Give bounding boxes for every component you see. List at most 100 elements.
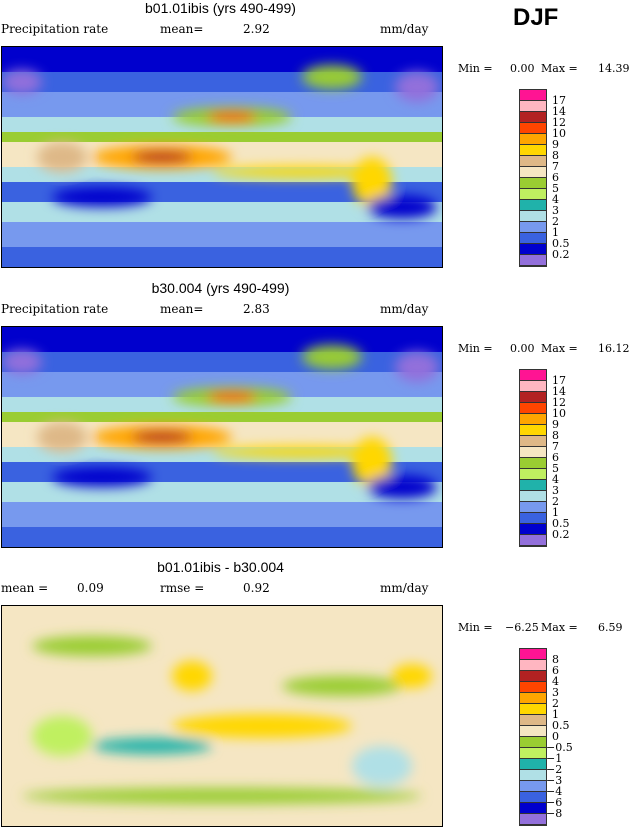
stat-value: 2.83 [243, 302, 270, 316]
colorbar-label: 7 [552, 160, 559, 173]
colorbar-swatch [520, 693, 546, 704]
colorbar-swatch [520, 535, 546, 546]
colorbar-label: −4 [546, 785, 563, 798]
colorbar-label: 6 [552, 171, 559, 184]
colorbar-swatch [520, 814, 546, 825]
colorbar-label: 0.5 [552, 237, 570, 250]
colorbar-swatch [520, 480, 546, 491]
colorbar-swatch [520, 726, 546, 737]
colorbar-label: 0.2 [552, 248, 570, 261]
min-label: Min = [458, 62, 493, 75]
colorbar-swatch [520, 211, 546, 222]
colorbar-label: 6 [552, 451, 559, 464]
colorbar-label: −3 [546, 774, 563, 787]
max-label: Max = [541, 342, 578, 355]
colorbar-swatch [520, 101, 546, 112]
stat-value: 2.92 [243, 22, 270, 36]
colorbar-label: 3 [552, 484, 559, 497]
precip-map [2, 606, 442, 826]
colorbar-swatch [520, 167, 546, 178]
colorbar-swatch [520, 189, 546, 200]
colorbar-swatch [520, 134, 546, 145]
map-title: b01.01ibis - b30.004 [157, 559, 284, 575]
colorbar-swatch [520, 436, 546, 447]
colorbar-label: 4 [552, 473, 559, 486]
stat-label: mean= [160, 302, 204, 316]
colorbar [519, 369, 547, 547]
colorbar-label: 12 [552, 396, 566, 409]
colorbar-swatch [520, 513, 546, 524]
colorbar-swatch [520, 244, 546, 255]
colorbar-label: 14 [552, 105, 566, 118]
colorbar-label: 0.2 [552, 528, 570, 541]
colorbar-swatch [520, 156, 546, 167]
stat-value: 0.92 [243, 581, 270, 595]
colorbar-label: 4 [552, 675, 559, 688]
stat-label: mean= [160, 22, 204, 36]
colorbar-label: −0.5 [546, 741, 573, 754]
left-label: Precipitation rate [1, 22, 109, 36]
min-label: Min = [458, 342, 493, 355]
colorbar-label: 10 [552, 127, 566, 140]
colorbar-label: 9 [552, 138, 559, 151]
colorbar-swatch [520, 178, 546, 189]
min-value: −6.25 [505, 621, 539, 634]
colorbar-label: 10 [552, 407, 566, 420]
colorbar-swatch [520, 370, 546, 381]
colorbar-swatch [520, 123, 546, 134]
colorbar-label: 8 [552, 149, 559, 162]
colorbar-swatch [520, 112, 546, 123]
colorbar-label: 2 [552, 215, 559, 228]
colorbar-label: 2 [552, 697, 559, 710]
colorbar-swatch [520, 715, 546, 726]
colorbar-label: 2 [552, 495, 559, 508]
map-title: b30.004 (yrs 490-499) [151, 280, 290, 296]
colorbar-label: 0.5 [552, 517, 570, 530]
colorbar-swatch [520, 671, 546, 682]
mean-value: 0.09 [77, 581, 104, 595]
stat-label: rmse = [160, 581, 205, 595]
max-value: 14.39 [598, 62, 630, 75]
map-panel [1, 326, 443, 548]
max-label: Max = [541, 621, 578, 634]
units-label: mm/day [380, 22, 429, 36]
colorbar-label: 17 [552, 374, 566, 387]
colorbar-swatch [520, 704, 546, 715]
units-label: mm/day [380, 302, 429, 316]
colorbar-label: 1 [552, 506, 559, 519]
colorbar-label: −6 [546, 796, 563, 809]
colorbar-swatch [520, 425, 546, 436]
map-panel [1, 605, 443, 827]
precip-map [2, 47, 442, 267]
colorbar-swatch [520, 145, 546, 156]
min-value: 0.00 [510, 342, 535, 355]
colorbar-swatch [520, 414, 546, 425]
colorbar-label: 1 [552, 226, 559, 239]
min-value: 0.00 [510, 62, 535, 75]
colorbar-swatch [520, 524, 546, 535]
colorbar-swatch [520, 502, 546, 513]
colorbar-swatch [520, 781, 546, 792]
map-title: b01.01ibis (yrs 490-499) [145, 0, 296, 16]
colorbar-swatch [520, 381, 546, 392]
colorbar-swatch [520, 255, 546, 266]
colorbar-label: −8 [546, 807, 563, 820]
colorbar-swatch [520, 759, 546, 770]
colorbar [519, 648, 547, 826]
colorbar-swatch [520, 737, 546, 748]
colorbar-label: 9 [552, 418, 559, 431]
colorbar-swatch [520, 403, 546, 414]
colorbar-swatch [520, 792, 546, 803]
colorbar-label: 0.5 [552, 719, 570, 732]
colorbar-swatch [520, 770, 546, 781]
colorbar-swatch [520, 491, 546, 502]
colorbar-label: 7 [552, 440, 559, 453]
colorbar-label: 6 [552, 664, 559, 677]
colorbar-swatch [520, 682, 546, 693]
left-label: Precipitation rate [1, 302, 109, 316]
units-label: mm/day [380, 581, 429, 595]
left-label: mean = [1, 581, 49, 595]
colorbar-label: 3 [552, 204, 559, 217]
colorbar-label: 3 [552, 686, 559, 699]
max-value: 6.59 [598, 621, 623, 634]
